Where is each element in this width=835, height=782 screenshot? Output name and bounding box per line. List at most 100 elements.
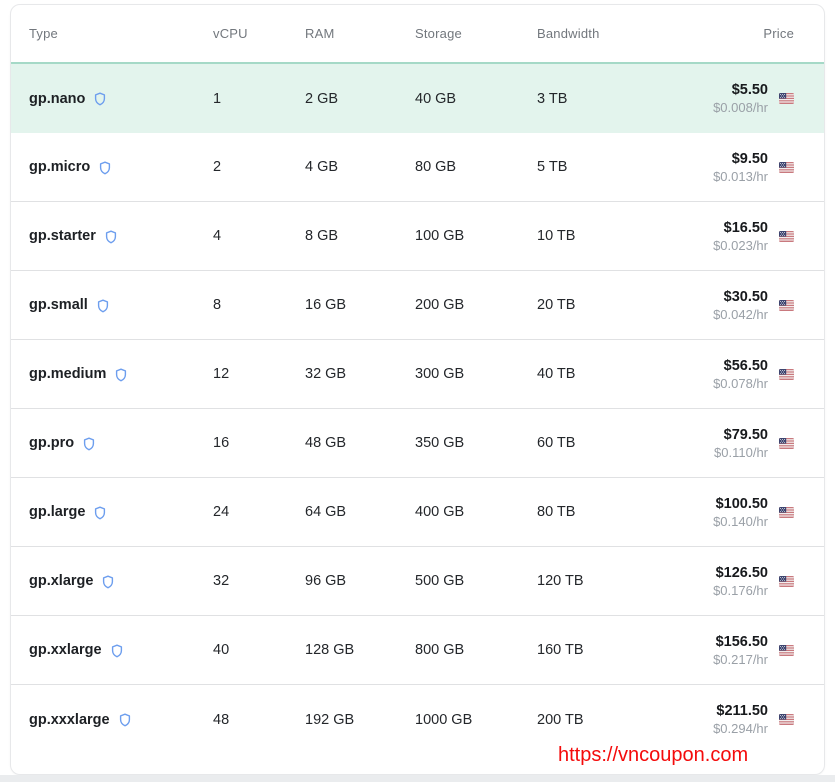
shield-icon: [94, 506, 106, 520]
storage-value: 800 GB: [415, 642, 465, 658]
price-monthly: $56.50: [723, 357, 768, 374]
bandwidth-value: 5 TB: [537, 159, 568, 175]
vcpu-value: 40: [213, 642, 230, 658]
price-cell: $16.50 $0.023/hr: [644, 219, 794, 254]
price-cell: $56.50 $0.078/hr: [644, 357, 794, 392]
table-row[interactable]: gp.micro 2 4 GB 80 GB 5 TB $9.50 $0.013/…: [11, 133, 824, 202]
storage-value: 350 GB: [415, 435, 465, 451]
plan-name: gp.xlarge: [29, 573, 94, 589]
price-hourly: $0.140/hr: [713, 513, 768, 529]
shield-icon: [111, 644, 123, 658]
table-row[interactable]: gp.xxxlarge 48 192 GB 1000 GB 200 TB $21…: [11, 685, 824, 754]
us-flag-icon: [779, 299, 794, 311]
table-row[interactable]: gp.medium 12 32 GB 300 GB 40 TB $56.50 $…: [11, 340, 824, 409]
price-monthly: $79.50: [723, 426, 768, 443]
vcpu-value: 1: [213, 90, 222, 107]
price-monthly: $126.50: [715, 564, 768, 581]
plan-name: gp.large: [29, 504, 86, 520]
bandwidth-value: 3 TB: [537, 90, 568, 107]
storage-value: 40 GB: [415, 90, 457, 107]
price-monthly: $156.50: [715, 633, 768, 650]
vcpu-value: 24: [213, 504, 230, 520]
storage-value: 100 GB: [415, 228, 465, 244]
shield-icon: [94, 92, 106, 106]
storage-value: 400 GB: [415, 504, 465, 520]
table-row[interactable]: gp.large 24 64 GB 400 GB 80 TB $100.50 $…: [11, 478, 824, 547]
bandwidth-value: 80 TB: [537, 504, 576, 520]
table-body: gp.nano 1 2 GB 40 GB 3 TB $5.50 $0.008/h…: [11, 62, 824, 754]
plan-name: gp.medium: [29, 366, 107, 382]
price-cell: $9.50 $0.013/hr: [644, 150, 794, 185]
ram-value: 32 GB: [305, 366, 347, 382]
ram-value: 16 GB: [305, 297, 347, 313]
price-hourly: $0.023/hr: [713, 237, 768, 253]
us-flag-icon: [779, 644, 794, 656]
price-cell: $211.50 $0.294/hr: [644, 702, 794, 737]
price-cell: $126.50 $0.176/hr: [644, 564, 794, 599]
column-header-type: Type: [29, 26, 58, 41]
bandwidth-value: 20 TB: [537, 297, 576, 313]
table-header-row: Type vCPU RAM Storage Bandwidth Price: [11, 5, 824, 62]
ram-value: 64 GB: [305, 504, 347, 520]
plan-name: gp.starter: [29, 228, 96, 244]
vcpu-value: 12: [213, 366, 230, 382]
vcpu-value: 8: [213, 297, 222, 313]
vcpu-value: 48: [213, 711, 230, 728]
price-hourly: $0.176/hr: [713, 582, 768, 598]
vcpu-value: 16: [213, 435, 230, 451]
price-hourly: $0.042/hr: [713, 306, 768, 322]
column-header-vcpu: vCPU: [213, 26, 248, 41]
ram-value: 2 GB: [305, 90, 339, 107]
shield-icon: [102, 575, 114, 589]
ram-value: 8 GB: [305, 228, 339, 244]
pricing-table-card: Type vCPU RAM Storage Bandwidth Price gp…: [10, 4, 825, 775]
bandwidth-value: 200 TB: [537, 711, 584, 728]
table-row[interactable]: gp.pro 16 48 GB 350 GB 60 TB $79.50 $0.1…: [11, 409, 824, 478]
us-flag-icon: [779, 93, 794, 104]
type-cell: gp.xxxlarge: [29, 712, 213, 728]
bandwidth-value: 40 TB: [537, 366, 576, 382]
ram-value: 48 GB: [305, 435, 347, 451]
us-flag-icon: [779, 161, 794, 173]
storage-value: 300 GB: [415, 366, 465, 382]
price-hourly: $0.217/hr: [713, 651, 768, 667]
plan-name: gp.xxlarge: [29, 642, 102, 658]
price-cell: $156.50 $0.217/hr: [644, 633, 794, 668]
table-row[interactable]: gp.xlarge 32 96 GB 500 GB 120 TB $126.50…: [11, 547, 824, 616]
plan-name: gp.nano: [29, 90, 86, 107]
table-row[interactable]: gp.small 8 16 GB 200 GB 20 TB $30.50 $0.…: [11, 271, 824, 340]
price-monthly: $100.50: [715, 495, 768, 512]
type-cell: gp.nano: [29, 91, 213, 107]
column-header-bandwidth: Bandwidth: [537, 26, 600, 41]
bandwidth-value: 10 TB: [537, 228, 576, 244]
storage-value: 500 GB: [415, 573, 465, 589]
table-row[interactable]: gp.nano 1 2 GB 40 GB 3 TB $5.50 $0.008/h…: [11, 62, 824, 133]
us-flag-icon: [779, 575, 794, 587]
type-cell: gp.xxlarge: [29, 642, 213, 658]
price-hourly: $0.013/hr: [713, 168, 768, 184]
shield-icon: [97, 299, 109, 313]
price-hourly: $0.078/hr: [713, 375, 768, 391]
storage-value: 80 GB: [415, 159, 457, 175]
storage-value: 200 GB: [415, 297, 465, 313]
plan-name: gp.xxxlarge: [29, 711, 110, 728]
us-flag-icon: [779, 437, 794, 449]
table-row[interactable]: gp.starter 4 8 GB 100 GB 10 TB $16.50 $0…: [11, 202, 824, 271]
table-row[interactable]: gp.xxlarge 40 128 GB 800 GB 160 TB $156.…: [11, 616, 824, 685]
price-monthly: $211.50: [716, 703, 768, 719]
price-cell: $5.50 $0.008/hr: [644, 81, 794, 116]
pricing-table: Type vCPU RAM Storage Bandwidth Price gp…: [11, 5, 824, 754]
type-cell: gp.xlarge: [29, 573, 213, 589]
ram-value: 128 GB: [305, 642, 355, 658]
us-flag-icon: [779, 506, 794, 518]
storage-value: 1000 GB: [415, 711, 473, 728]
price-monthly: $16.50: [723, 219, 768, 236]
price-hourly: $0.294/hr: [713, 721, 768, 736]
price-monthly: $5.50: [731, 82, 768, 98]
shield-icon: [83, 437, 95, 451]
shield-icon: [105, 230, 117, 244]
price-cell: $79.50 $0.110/hr: [644, 426, 794, 461]
type-cell: gp.micro: [29, 159, 213, 175]
type-cell: gp.small: [29, 297, 213, 313]
ram-value: 192 GB: [305, 711, 355, 728]
